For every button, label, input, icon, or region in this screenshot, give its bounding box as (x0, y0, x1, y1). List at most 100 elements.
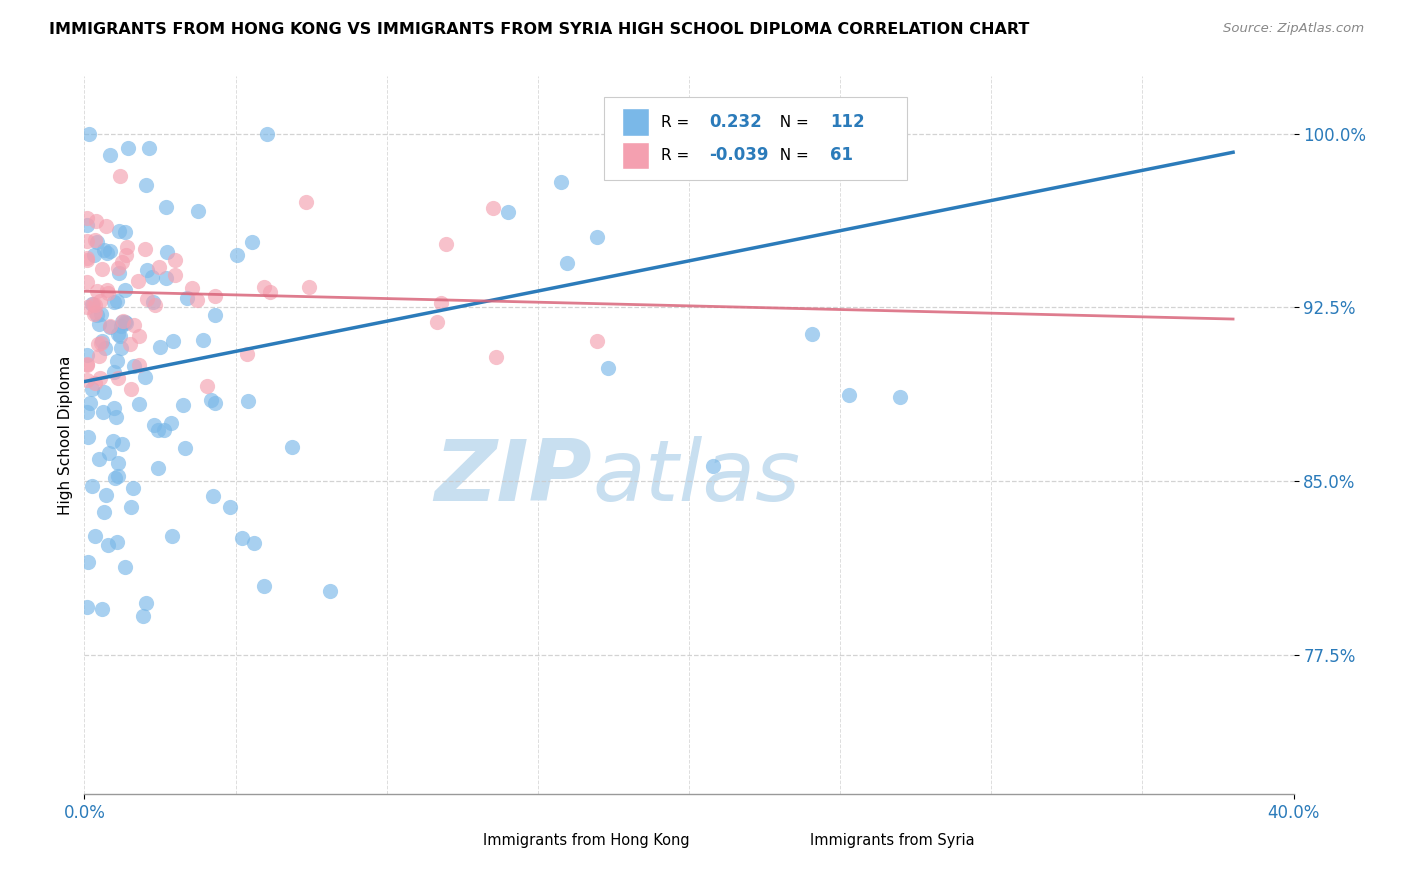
Text: R =: R = (661, 114, 695, 129)
Point (104, 409, 127, 424)
Point (142, 295, 165, 310)
Point (240, 235, 263, 249)
Text: R =: R = (661, 148, 695, 162)
Point (191, 334, 214, 348)
Point (236, 347, 259, 361)
Point (110, 255, 132, 269)
Text: Immigrants from Hong Kong: Immigrants from Hong Kong (484, 833, 690, 848)
Point (89, 371, 111, 385)
Point (135, 263, 157, 277)
Point (134, 369, 156, 384)
Point (86, 284, 108, 298)
Point (80, 296, 103, 310)
Point (110, 341, 132, 355)
FancyBboxPatch shape (773, 830, 800, 854)
Point (702, 459, 724, 474)
Point (165, 253, 187, 268)
Point (181, 281, 204, 295)
Point (838, 388, 860, 402)
Point (114, 248, 136, 262)
Point (76, 234, 98, 248)
Point (143, 418, 166, 433)
FancyBboxPatch shape (623, 109, 650, 136)
Point (114, 315, 136, 329)
Point (104, 471, 127, 485)
Point (84, 528, 107, 542)
Point (122, 481, 145, 495)
Point (76, 251, 98, 265)
Point (98, 446, 121, 460)
Text: N =: N = (770, 114, 814, 129)
Point (138, 141, 160, 155)
Point (426, 315, 449, 329)
Point (107, 456, 129, 470)
Point (586, 334, 609, 349)
Point (160, 529, 183, 543)
Point (76, 253, 98, 268)
Point (115, 316, 138, 330)
Point (105, 534, 128, 549)
Point (108, 224, 131, 238)
Point (810, 127, 832, 141)
Point (100, 148, 122, 162)
Point (148, 260, 170, 275)
Point (107, 266, 129, 280)
Point (89, 293, 111, 308)
Point (160, 416, 183, 430)
Point (111, 315, 134, 329)
Point (135, 178, 157, 192)
Point (91, 405, 114, 419)
Point (204, 308, 226, 322)
Point (146, 461, 169, 475)
Point (319, 584, 342, 599)
Text: -0.039: -0.039 (710, 146, 769, 164)
Point (110, 318, 132, 333)
Point (98, 244, 121, 259)
Point (256, 127, 278, 141)
Point (122, 318, 145, 332)
Point (128, 397, 150, 411)
Point (76, 300, 98, 314)
Point (485, 350, 508, 364)
Point (83, 376, 105, 390)
Text: ZIP: ZIP (434, 436, 592, 519)
Point (96, 219, 118, 234)
Text: 61: 61 (831, 146, 853, 164)
Point (76, 404, 98, 418)
Point (90, 336, 112, 351)
Point (76, 358, 98, 372)
Point (93, 244, 115, 258)
Point (295, 194, 318, 209)
Point (163, 268, 186, 283)
Point (882, 127, 904, 141)
Point (136, 292, 159, 306)
Point (107, 260, 129, 275)
Point (82, 297, 104, 311)
Y-axis label: High School Diploma: High School Diploma (58, 355, 73, 515)
Point (225, 248, 247, 262)
Point (82, 382, 104, 396)
Point (149, 340, 172, 354)
Point (141, 269, 163, 284)
Point (236, 393, 259, 408)
Point (124, 359, 146, 374)
Point (586, 230, 609, 244)
Point (83, 248, 105, 262)
Point (172, 398, 194, 412)
Point (259, 285, 281, 299)
Point (84, 213, 107, 227)
Point (131, 609, 153, 624)
Point (155, 271, 177, 285)
Point (298, 280, 321, 294)
Point (146, 423, 169, 437)
Point (889, 390, 911, 404)
Point (94, 342, 117, 356)
Point (752, 127, 775, 141)
Point (202, 489, 225, 503)
Point (76, 357, 98, 371)
Point (496, 205, 519, 219)
Point (86, 308, 108, 322)
Point (96, 283, 118, 297)
Point (200, 392, 222, 407)
Point (76, 275, 98, 289)
